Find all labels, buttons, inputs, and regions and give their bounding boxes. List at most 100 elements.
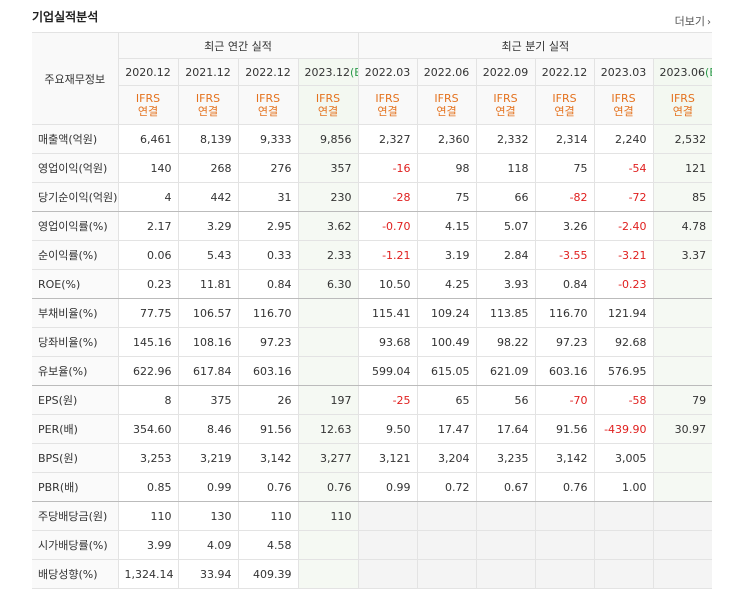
period: 2022.09 (482, 65, 529, 79)
value-cell: 0.85 (117, 472, 179, 502)
value-cell: 8.46 (177, 414, 239, 444)
value-cell: -0.70 (357, 211, 418, 241)
value-cell (593, 530, 654, 560)
value-cell: 3,277 (297, 443, 359, 473)
value-cell: 0.67 (475, 472, 536, 502)
value-cell: 3,142 (534, 443, 595, 473)
data-row: 당기순이익(억원) 4 442 31 230 -28 75 66 -82 -72 85 (32, 182, 713, 212)
value-cell (475, 559, 536, 589)
row-label: PBR(배) (32, 472, 119, 502)
value-cell: 97.23 (237, 327, 299, 357)
value-cell (475, 530, 536, 560)
value-cell (297, 356, 359, 386)
value-cell: 3.19 (416, 240, 477, 270)
data-row: 시가배당률(%) 3.99 4.09 4.58 (32, 530, 713, 560)
basis: 연결 (554, 105, 575, 118)
value-cell: 4 (117, 182, 179, 212)
row-label: EPS(원) (32, 385, 119, 415)
value-cell: -70 (534, 385, 595, 415)
data-row: 주당배당금(원) 110 130 110 110 (32, 501, 713, 531)
value-cell: 0.76 (297, 472, 359, 502)
value-cell (652, 356, 713, 386)
basis-header: IFRS 연결 (237, 85, 299, 125)
value-cell: 91.56 (237, 414, 299, 444)
value-cell: 0.99 (177, 472, 239, 502)
header-row: 주요재무정보 최근 연간 실적 최근 분기 실적 (32, 32, 713, 125)
value-cell: 0.72 (416, 472, 477, 502)
value-cell (652, 269, 713, 299)
value-cell: 2.17 (117, 211, 179, 241)
basis: 연결 (436, 105, 457, 118)
value-cell (357, 530, 418, 560)
value-cell (593, 501, 654, 531)
value-cell: 98.22 (475, 327, 536, 357)
header-row: IFRS 연결 IFRS 연결 IFRS 연결 IFRS 연결 IFRS 연결 IFRS 연결 IFRS… (32, 85, 713, 125)
more-link[interactable]: 더보기 (675, 13, 711, 29)
data-row: ROE(%) 0.23 11.81 0.84 6.30 10.50 4.25 3.93 0.84… (32, 269, 713, 299)
value-cell (297, 298, 359, 328)
value-cell: 17.47 (416, 414, 477, 444)
value-cell: 3,235 (475, 443, 536, 473)
value-cell: 409.39 (237, 559, 299, 589)
value-cell: 0.76 (237, 472, 299, 502)
value-cell: 0.06 (117, 240, 179, 270)
value-cell: 0.23 (117, 269, 179, 299)
value-cell: 3,253 (117, 443, 179, 473)
data-row: 영업이익률(%) 2.17 3.29 2.95 3.62 -0.70 4.15 5.07 3.2… (32, 211, 713, 241)
value-cell: 9,856 (297, 124, 359, 154)
period-header: 2022.03 (357, 58, 418, 86)
basis-header: IFRS 연결 (118, 85, 179, 125)
value-cell: 4.58 (237, 530, 299, 560)
section-title: 기업실적분석 (32, 10, 99, 24)
basis-header: IFRS 연결 (416, 85, 477, 125)
value-cell: 576.95 (593, 356, 654, 386)
value-cell: 0.76 (534, 472, 595, 502)
value-cell: 3,121 (357, 443, 418, 473)
basis-header: IFRS 연결 (652, 85, 713, 125)
value-cell (357, 559, 418, 589)
value-cell: 110 (237, 501, 299, 531)
row-label: 부채비율(%) (32, 298, 119, 328)
basis: IFRS (135, 92, 161, 105)
value-cell: 121 (652, 153, 713, 183)
value-cell: 2.95 (237, 211, 299, 241)
value-cell: 93.68 (357, 327, 418, 357)
value-cell: 79 (652, 385, 713, 415)
value-cell: 5.43 (177, 240, 239, 270)
period: 2022.12 (541, 65, 588, 79)
period-header: 2022.06 (416, 58, 477, 86)
period-header: 2023.03 (593, 58, 654, 86)
basis: IFRS (434, 92, 459, 105)
value-cell: 65 (416, 385, 477, 415)
data-row: 순이익률(%) 0.06 5.43 0.33 2.33 -1.21 3.19 2.84 -3.5… (32, 240, 713, 270)
value-cell (593, 559, 654, 589)
data-row: 부채비율(%) 77.75 106.57 116.70 115.41 109.24 113.… (32, 298, 713, 328)
value-cell (297, 327, 359, 357)
value-cell: 197 (297, 385, 359, 415)
value-cell: 5.07 (475, 211, 536, 241)
basis: 연결 (613, 105, 634, 118)
value-cell: 2.33 (297, 240, 359, 270)
value-cell: 9.50 (357, 414, 418, 444)
value-cell: 6,461 (117, 124, 179, 154)
value-cell: 354.60 (117, 414, 179, 444)
value-cell: 8 (117, 385, 179, 415)
value-cell: 4.09 (177, 530, 239, 560)
row-label: 순이익률(%) (32, 240, 119, 270)
basis: IFRS (552, 92, 577, 105)
value-cell: 3,219 (177, 443, 239, 473)
value-cell: 113.85 (475, 298, 536, 328)
basis-header: IFRS 연결 (475, 85, 536, 125)
value-cell: 622.96 (117, 356, 179, 386)
basis: 연결 (377, 105, 398, 118)
period-header: 2020.12 (118, 58, 179, 86)
row-label: 영업이익률(%) (32, 211, 119, 241)
value-cell: 92.68 (593, 327, 654, 357)
value-cell: -54 (593, 153, 654, 183)
value-cell: 118 (475, 153, 536, 183)
value-cell: -16 (357, 153, 418, 183)
value-cell: 2,327 (357, 124, 418, 154)
basis-header: IFRS 연결 (593, 85, 654, 125)
value-cell (652, 559, 713, 589)
value-cell: 17.64 (475, 414, 536, 444)
